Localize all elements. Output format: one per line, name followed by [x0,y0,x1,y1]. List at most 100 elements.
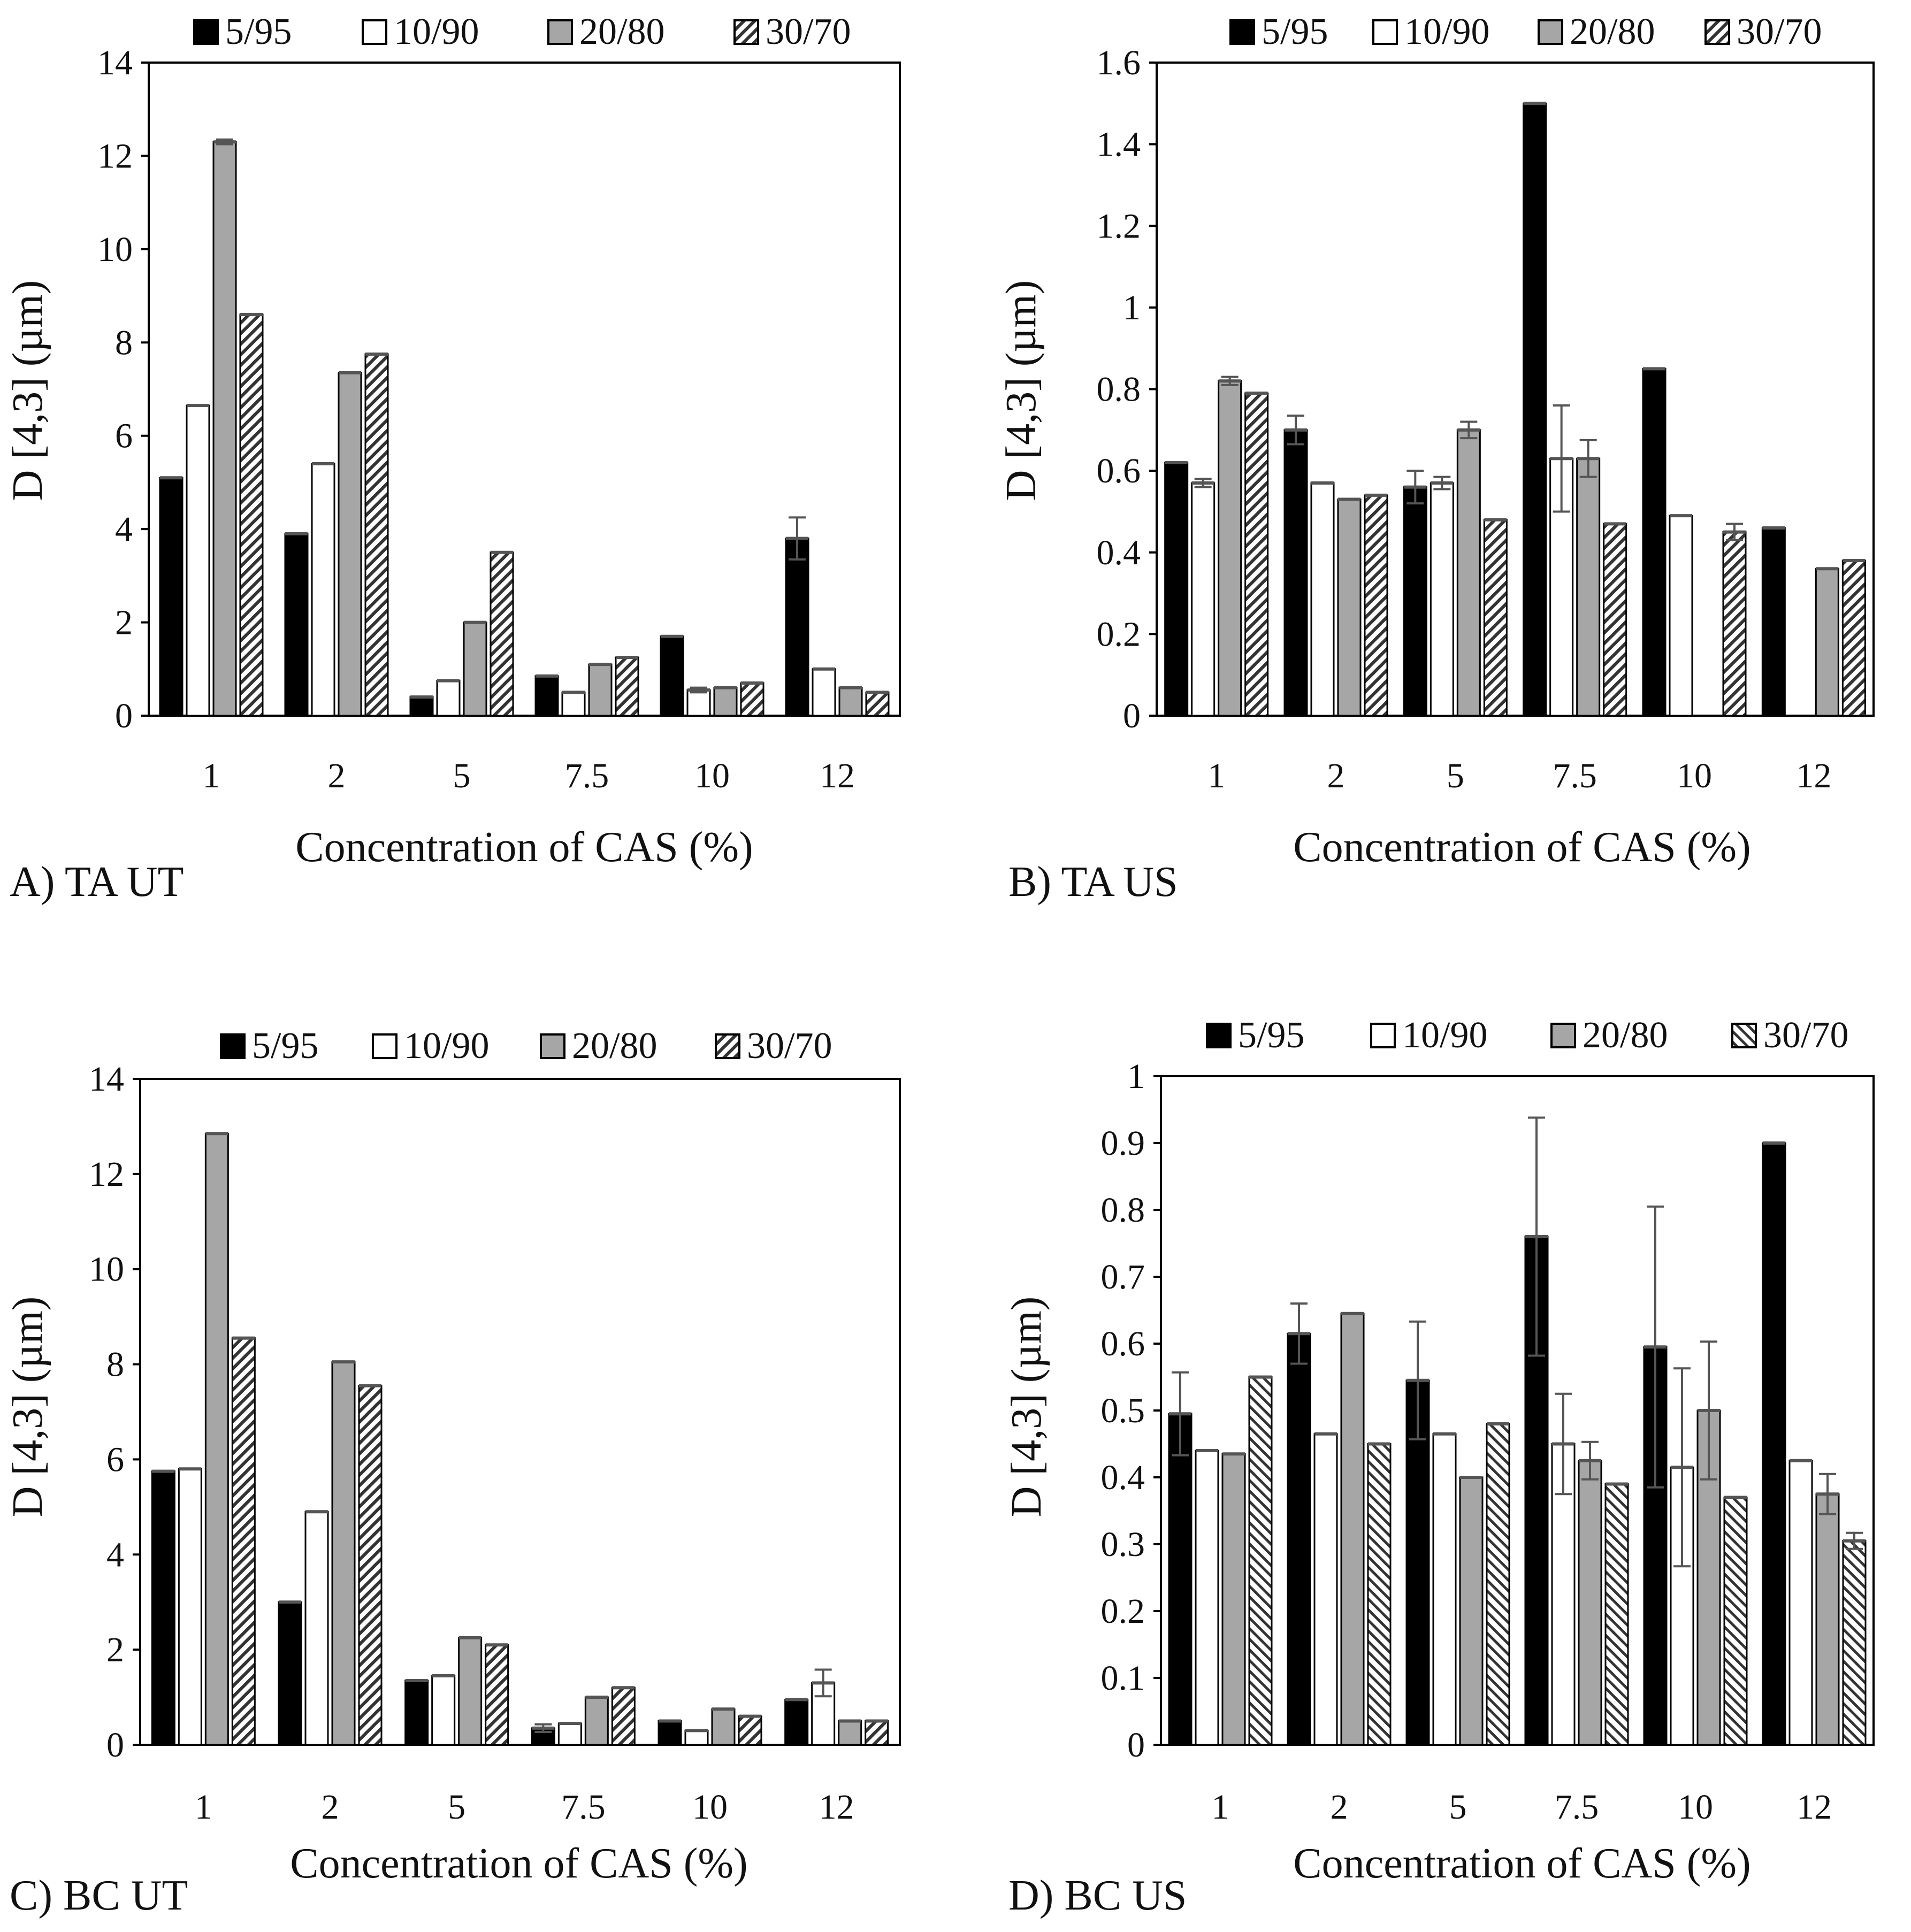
bar-10-90-5 [1432,1433,1457,1746]
bar-20-80-12 [838,1720,862,1746]
bar-30-70-2 [1367,1443,1392,1746]
bar-10-90-10 [686,689,711,717]
bar-30-70-5 [490,551,514,717]
bar-30-70-5 [1483,519,1508,717]
y-tick-label: 1.4 [1097,125,1141,164]
legend-label-20-80: 20/80 [572,1025,657,1067]
x-tick-label: 5 [448,1788,465,1827]
y-tick-label: 8 [115,323,133,362]
x-axis-title: Concentration of CAS (%) [1293,824,1751,871]
bar-30-70-7-5 [615,656,639,717]
y-tick-label: 0.3 [1101,1525,1145,1564]
bar-5-95-5 [1403,486,1427,717]
bar-10-90-12 [1788,1460,1813,1746]
x-tick-label: 10 [694,756,730,795]
bar-20-80-12 [1815,1493,1840,1746]
bar-30-70-10 [740,682,765,717]
bar-10-90-10 [684,1729,709,1746]
bar-5-95-1 [151,1470,175,1746]
y-tick-label: 0.9 [1101,1124,1145,1163]
bar-5-95-2 [1287,1332,1311,1746]
y-tick-label: 1 [1123,288,1141,327]
y-tick-label: 4 [106,1535,124,1574]
bar-20-80-2 [331,1361,356,1746]
bar-30-70-12 [865,691,890,717]
y-tick-label: 0.2 [1097,615,1141,654]
y-tick-label: 6 [115,417,133,456]
bar-30-70-10 [1723,1497,1748,1746]
legend-label-5-95: 5/95 [1238,1015,1304,1056]
bar-10-90-2 [1310,482,1335,717]
bar-20-80-7-5 [1578,1460,1602,1746]
bar-30-70-5 [485,1644,509,1746]
bar-20-80-2 [338,372,362,717]
y-tick-label: 1.2 [1097,206,1141,246]
legend-label-10-90: 10/90 [1404,11,1489,52]
bar-30-70-2 [364,353,389,717]
bar-5-95-1 [1164,462,1189,717]
legend-swatch-30-70 [715,1033,740,1059]
y-tick-label: 12 [89,1155,124,1194]
bar-30-70-2 [1364,494,1388,717]
x-tick-label: 12 [1797,1788,1832,1827]
y-tick-label: 0.2 [1101,1592,1145,1631]
y-tick-label: 0.6 [1101,1324,1145,1363]
x-tick-label: 1 [1207,756,1225,795]
legend-swatch-30-70 [733,19,759,45]
bar-10-90-2 [311,463,335,717]
bar-20-80-2 [1340,1313,1365,1746]
x-axis-title: Concentration of CAS (%) [295,824,753,871]
bar-5-95-10 [660,635,684,717]
y-tick-label: 0.4 [1101,1458,1145,1497]
y-axis-title: D [4,3] (µm) [1003,1297,1050,1517]
bar-20-80-5 [463,622,487,717]
bar-30-70-10 [1722,531,1747,717]
legend-label-30-70: 30/70 [1737,11,1822,52]
bar-20-80-1 [1221,1453,1246,1746]
y-tick-label: 10 [97,230,133,269]
bar-10-90-1 [1191,482,1216,717]
panel-label: B) TA US [1008,858,1178,906]
bar-30-70-7-5 [611,1686,636,1746]
legend-label-30-70: 30/70 [766,11,851,52]
x-tick-label: 7.5 [1555,1788,1599,1827]
x-tick-label: 12 [819,1788,854,1827]
bar-5-95-7-5 [534,675,559,717]
y-tick-label: 0 [1123,696,1141,735]
legend-swatch-30-70 [1704,19,1730,45]
legend-swatch-5-95 [1229,19,1255,45]
panel-label: D) BC US [1008,1872,1187,1919]
bar-5-95-10 [658,1720,682,1746]
bar-10-90-2 [1313,1433,1338,1746]
y-tick-label: 10 [89,1250,124,1289]
bar-10-90-5 [436,680,461,717]
bar-20-80-5 [1459,1476,1484,1746]
bar-30-70-7-5 [1603,523,1627,717]
bar-30-70-12 [865,1720,889,1746]
bar-5-95-1 [1168,1413,1193,1746]
bar-5-95-12 [785,538,809,717]
bar-10-90-7-5 [561,691,586,717]
x-axis-title: Concentration of CAS (%) [290,1840,747,1887]
legend-label-30-70: 30/70 [1763,1015,1848,1056]
y-tick-label: 8 [106,1345,124,1384]
bar-5-95-2 [1283,429,1308,717]
y-tick-label: 0.1 [1101,1659,1145,1698]
bar-30-70-2 [358,1385,383,1746]
bar-5-95-5 [409,696,434,717]
chart-panel-3: 00.10.20.30.40.50.60.70.80.911 2 5 7.5 10 125… [1003,1015,1875,1919]
y-tick-label: 0 [1127,1726,1145,1765]
x-tick-label: 10 [692,1788,728,1827]
bar-30-70-12 [1841,559,1866,717]
x-tick-label: 5 [453,756,471,795]
bar-30-70-1 [1248,1376,1273,1746]
legend-label-5-95: 5/95 [1262,11,1328,52]
legend-swatch-5-95 [193,19,219,45]
bar-20-80-7-5 [584,1696,609,1746]
bar-10-90-12 [812,668,836,717]
legend-swatch-10-90 [372,1033,398,1059]
panel-label: C) BC UT [10,1872,188,1919]
x-tick-label: 12 [1796,756,1831,795]
